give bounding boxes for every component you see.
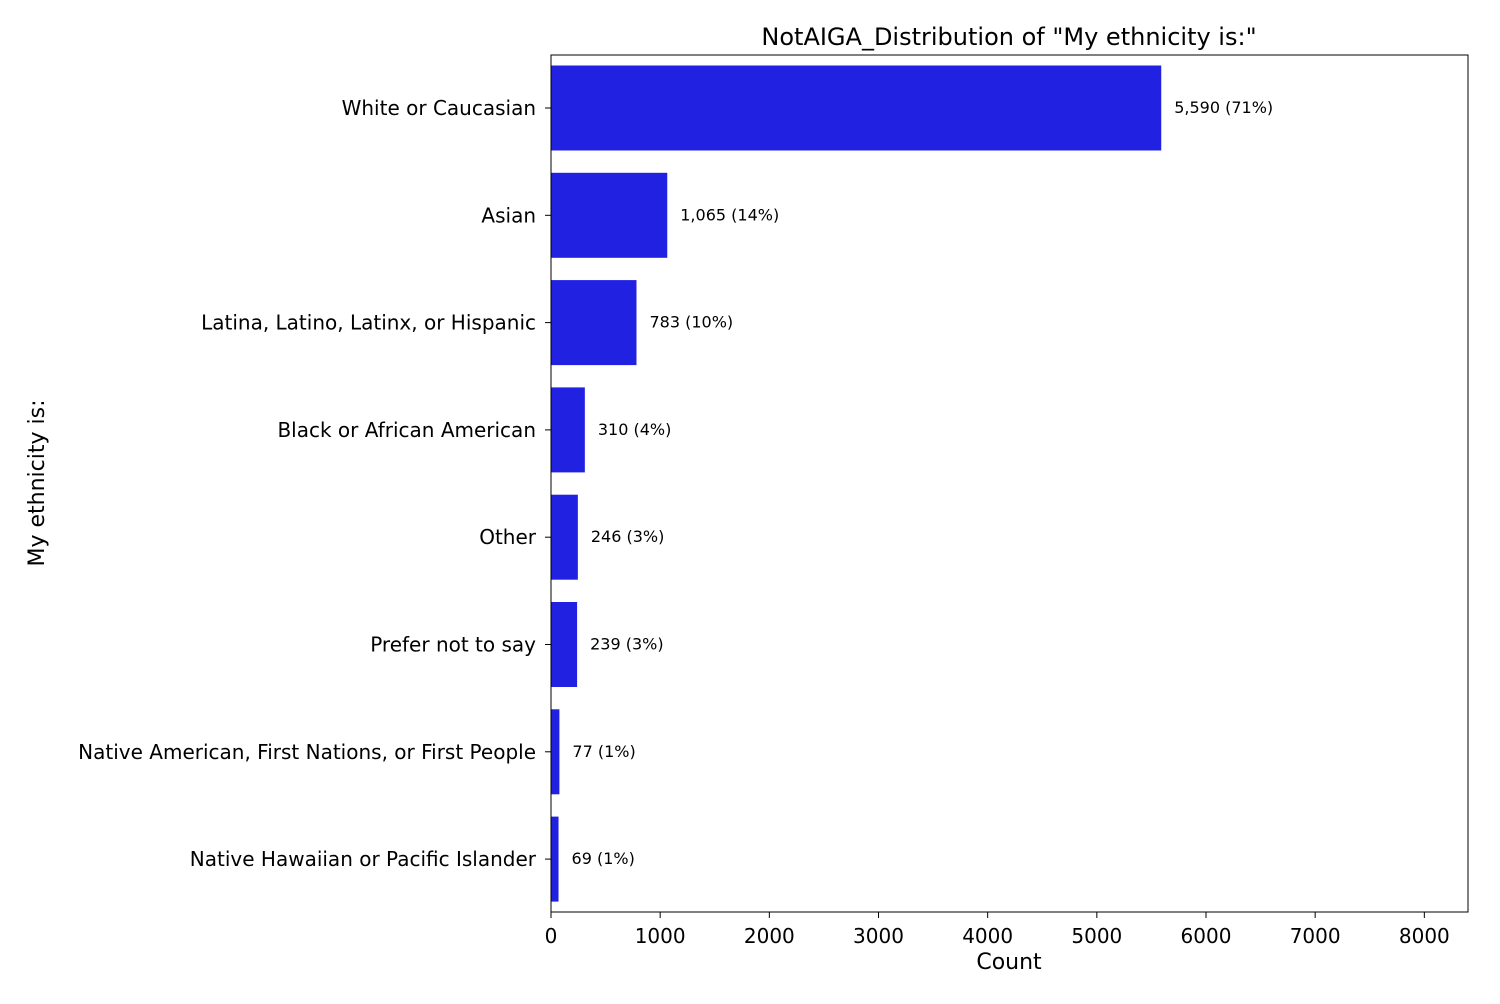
bar-data-label: 239 (3%) xyxy=(590,635,664,654)
y-tick-label: Prefer not to say xyxy=(370,633,536,657)
bar xyxy=(551,280,637,366)
bar-data-label: 1,065 (14%) xyxy=(680,205,779,224)
x-tick-label: 0 xyxy=(545,924,558,948)
bar xyxy=(551,387,585,473)
y-tick-label: Other xyxy=(479,525,537,549)
bar-data-label: 783 (10%) xyxy=(649,313,733,332)
x-axis-ticks: 0 1000 2000 3000 4000 5000 6000 7000 8000 xyxy=(545,912,1450,948)
bar xyxy=(551,494,578,580)
plot-frame xyxy=(550,54,1469,913)
bar-data-label: 77 (1%) xyxy=(572,742,635,761)
bar-data-label: 310 (4%) xyxy=(598,420,672,439)
x-axis-label: Count xyxy=(976,950,1042,975)
data-labels-layer: 5,590 (71%) 1,065 (14%) 783 (10%) 310 (4%) 2… xyxy=(572,98,1274,868)
y-tick-label: Native Hawaiian or Pacific Islander xyxy=(190,847,537,871)
chart-title: NotAIGA_Distribution of "My ethnicity is… xyxy=(761,23,1256,51)
bar xyxy=(551,172,668,258)
bar-data-label: 69 (1%) xyxy=(572,849,635,868)
bar-data-label: 246 (3%) xyxy=(591,527,665,546)
y-tick-label: Black or African American xyxy=(277,418,536,442)
bar xyxy=(551,816,559,902)
x-tick-label: 5000 xyxy=(1071,924,1122,948)
y-tick-label: Asian xyxy=(481,203,536,227)
y-axis-label: My ethnicity is: xyxy=(25,400,50,567)
x-tick-label: 8000 xyxy=(1399,924,1450,948)
y-tick-label: Latina, Latino, Latinx, or Hispanic xyxy=(201,311,536,335)
bar-data-label: 5,590 (71%) xyxy=(1174,98,1273,117)
x-tick-label: 4000 xyxy=(962,924,1013,948)
bar xyxy=(551,709,560,795)
bar xyxy=(551,65,1162,151)
y-tick-label: Native American, First Nations, or First… xyxy=(78,740,536,764)
bars-layer xyxy=(551,65,1162,902)
x-tick-label: 1000 xyxy=(635,924,686,948)
bar xyxy=(551,602,578,687)
x-tick-label: 3000 xyxy=(853,924,904,948)
x-tick-label: 7000 xyxy=(1290,924,1341,948)
y-tick-label: White or Caucasian xyxy=(342,96,536,120)
y-axis-ticks: White or Caucasian Asian Latina, Latino, L… xyxy=(78,96,551,871)
x-tick-label: 6000 xyxy=(1181,924,1232,948)
x-tick-label: 2000 xyxy=(744,924,795,948)
